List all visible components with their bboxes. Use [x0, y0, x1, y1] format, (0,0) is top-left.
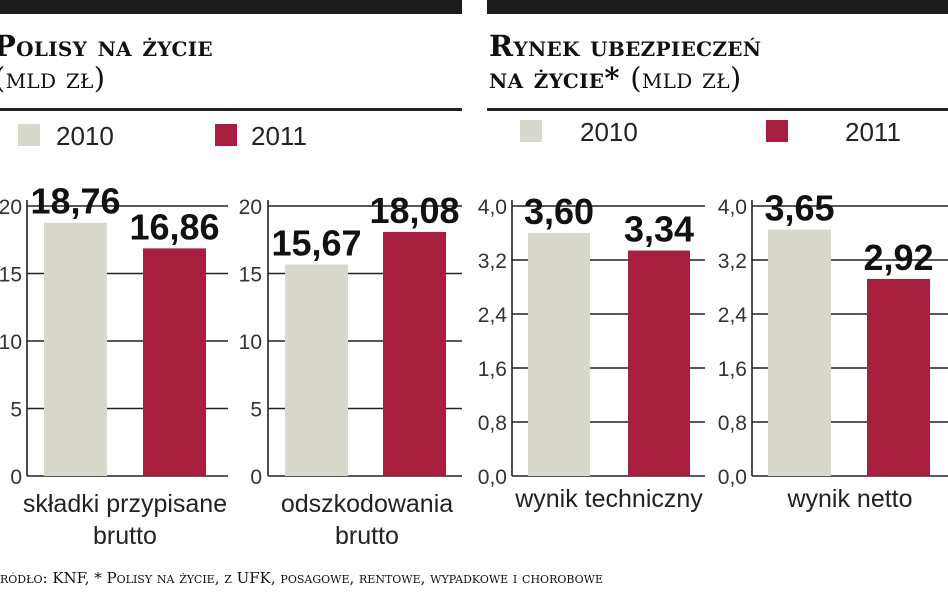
left-legend-swatch-2010 — [18, 124, 40, 146]
y-tick-label: 10 — [0, 331, 22, 354]
y-tick-label: 10 — [239, 331, 262, 354]
source-note: ródło: KNF, * Polisy na życie, z UFK, po… — [0, 569, 604, 587]
y-tick-label: 20 — [239, 196, 262, 219]
y-tick-label: 1,6 — [718, 358, 747, 381]
right-legend-swatch-2011 — [766, 120, 788, 142]
bar-2010 — [44, 222, 107, 476]
bar-2011 — [867, 278, 930, 476]
y-tick-label: 15 — [239, 264, 262, 287]
y-tick-label: 2,4 — [718, 304, 748, 327]
bar-2011 — [628, 250, 690, 476]
right-title-line2-text: na życie* — [489, 61, 620, 95]
category-label: brutto — [335, 522, 399, 550]
category-label: składki przypisane — [23, 490, 227, 518]
left-top-bar — [0, 0, 462, 14]
y-tick-label: 0,8 — [718, 412, 747, 435]
right-title-line1: Rynek ubezpieczeń — [489, 29, 762, 63]
bar-2010 — [768, 229, 831, 476]
bar-2011 — [383, 231, 446, 476]
y-tick-label: 20 — [0, 196, 22, 219]
left-title-text: Polisy na życie — [0, 29, 213, 63]
data-label-2010: 15,67 — [271, 222, 361, 263]
left-subtitle: (mld zł) — [0, 61, 106, 95]
right-title-rule — [487, 108, 948, 111]
y-tick-label: 0,0 — [718, 466, 747, 489]
y-tick-label: 5 — [250, 399, 262, 422]
right-panel-title: Rynek ubezpieczeń na życie* (mld zł) — [489, 30, 761, 94]
y-tick-label: 3,2 — [718, 250, 747, 273]
right-subtitle: (mld zł) — [630, 61, 742, 95]
bar-2010 — [285, 264, 348, 476]
right-top-bar — [487, 0, 948, 14]
data-label-2010: 18,76 — [30, 181, 120, 222]
data-label-2010: 3,65 — [764, 188, 834, 229]
data-label-2011: 18,08 — [369, 190, 459, 231]
y-tick-label: 4,0 — [718, 196, 747, 219]
y-tick-label: 0 — [250, 466, 262, 489]
category-label: odszkodowania — [281, 490, 453, 518]
y-tick-label: 15 — [0, 264, 22, 287]
right-legend-swatch-2010 — [520, 120, 542, 142]
y-tick-label: 5 — [10, 399, 22, 422]
data-label-2011: 3,34 — [624, 209, 694, 250]
bar-2011 — [143, 248, 206, 476]
data-label-2010: 3,60 — [524, 191, 594, 232]
y-tick-label: 0 — [10, 466, 22, 489]
data-label-2011: 16,86 — [129, 206, 219, 247]
category-label: wynik techniczny — [514, 485, 703, 513]
category-label: wynik netto — [786, 485, 912, 513]
y-tick-label: 0,8 — [478, 412, 507, 435]
y-tick-label: 1,6 — [478, 358, 507, 381]
category-label: brutto — [93, 522, 157, 550]
right-legend-label-2010: 2010 — [580, 117, 638, 147]
right-title-line2: na życie* (mld zł) — [489, 62, 761, 94]
right-legend-label-2011: 2011 — [845, 117, 901, 147]
bar-2010 — [528, 233, 590, 476]
left-legend-swatch-2011 — [215, 124, 237, 146]
y-tick-label: 2,4 — [478, 304, 508, 327]
left-title-rule — [0, 108, 462, 111]
y-tick-label: 3,2 — [478, 250, 507, 273]
left-legend-label-2010: 2010 — [56, 121, 114, 151]
data-label-2011: 2,92 — [863, 237, 933, 278]
left-panel-title: Polisy na życie (mld zł) — [0, 30, 213, 94]
y-tick-label: 4,0 — [478, 196, 507, 219]
left-legend-label-2011: 2011 — [251, 121, 307, 151]
y-tick-label: 0,0 — [478, 466, 507, 489]
